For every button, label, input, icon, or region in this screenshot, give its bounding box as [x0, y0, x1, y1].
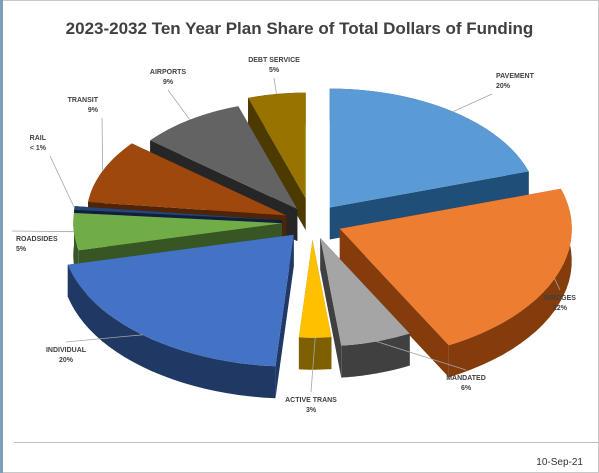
- slice-percent-roadsides: 5%: [16, 246, 27, 253]
- footer-date: 10-Sep-21: [536, 457, 583, 468]
- slice-bridges: [339, 188, 572, 346]
- slice-label-transit: TRANSIT: [68, 97, 99, 104]
- slice-percent-mandated: 6%: [461, 385, 472, 392]
- slice-label-mandated: MANDATED: [446, 375, 486, 382]
- slice-percent-debt-service: 5%: [269, 67, 280, 74]
- slice-label-pavement: PAVEMENT: [496, 73, 535, 80]
- footer-rule: [14, 442, 599, 443]
- leader-line-transit: [101, 117, 104, 171]
- leader-line-debt-service: [273, 77, 277, 95]
- slice-edge-debt-service-0: [248, 97, 306, 231]
- slice-roadsides: [73, 212, 283, 251]
- leader-line-airports: [167, 89, 191, 121]
- slice-rail: [74, 206, 283, 221]
- slice-percent-pavement: 20%: [496, 83, 511, 90]
- slice-active-trans: [298, 239, 332, 338]
- slice-label-bridges: BRIDGES: [544, 295, 576, 302]
- slice-edge-individual-0: [275, 234, 294, 399]
- slice-edge-mandated-1: [320, 238, 342, 378]
- slice-percent-transit: 9%: [88, 107, 99, 114]
- slice-edge-bridges-1: [339, 228, 449, 378]
- leader-lines: [11, 77, 561, 393]
- frame-accent: [0, 0, 3, 473]
- slice-label-active-trans: ACTIVE TRANS: [285, 397, 337, 404]
- slice-percent-airports: 9%: [163, 79, 174, 86]
- slice-pavement: [329, 88, 529, 208]
- slice-side-bridges: [448, 188, 572, 378]
- leader-line-mandated: [376, 341, 467, 371]
- slice-percent-bridges: 22%: [553, 305, 568, 312]
- slice-labels: PAVEMENT 20% BRIDGES 22% MANDATED 6% ACTIVE TR…: [16, 57, 576, 414]
- leader-line-bridges: [554, 278, 561, 291]
- slice-percent-rail: < 1%: [30, 145, 47, 152]
- slice-percent-active-trans: 3%: [306, 407, 317, 414]
- leader-line-pavement: [452, 93, 493, 112]
- chart-title: 2023-2032 Ten Year Plan Share of Total D…: [65, 19, 534, 38]
- slice-label-debt-service: DEBT SERVICE: [248, 57, 300, 64]
- leader-line-roadsides: [11, 230, 74, 233]
- slice-label-airports: AIRPORTS: [150, 69, 187, 76]
- slice-transit: [88, 143, 287, 216]
- slice-individual: [67, 234, 294, 367]
- slice-mandated: [320, 238, 410, 346]
- slice-side-individual: [67, 264, 276, 399]
- slice-percent-individual: 20%: [59, 357, 74, 364]
- slice-label-roadsides: ROADSIDES: [16, 236, 58, 243]
- slice-side-active-trans: [298, 337, 332, 370]
- slice-debt-service: [248, 92, 306, 199]
- leader-line-rail: [49, 155, 75, 209]
- slice-airports: [150, 106, 298, 210]
- slice-tops: [67, 88, 572, 367]
- leader-line-active-trans: [310, 337, 316, 393]
- leader-line-individual: [65, 334, 143, 343]
- slice-label-individual: INDIVIDUAL: [46, 347, 87, 354]
- slice-label-rail: RAIL: [30, 135, 47, 142]
